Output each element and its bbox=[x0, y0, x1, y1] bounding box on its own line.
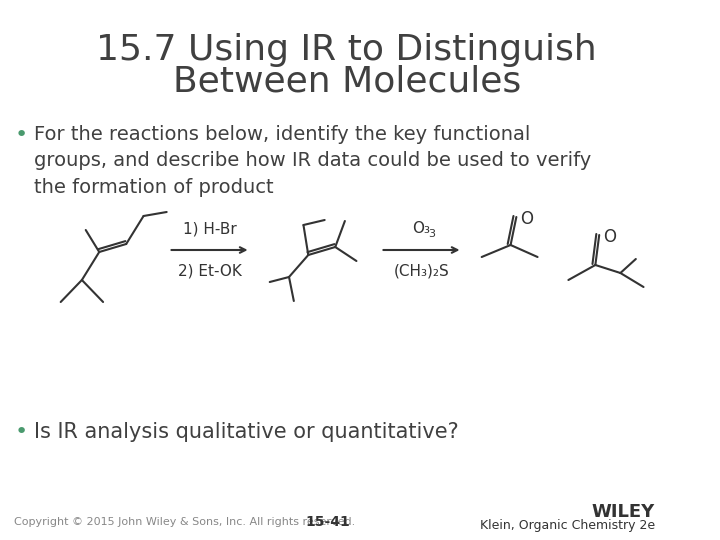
Text: For the reactions below, identify the key functional
groups, and describe how IR: For the reactions below, identify the ke… bbox=[34, 125, 591, 197]
Text: O₃: O₃ bbox=[413, 221, 431, 236]
Text: •: • bbox=[14, 422, 28, 442]
Text: 2) Et-OK: 2) Et-OK bbox=[178, 264, 241, 279]
Text: 1) H-Br: 1) H-Br bbox=[183, 221, 236, 236]
Text: •: • bbox=[14, 125, 28, 145]
Text: 15.7 Using IR to Distinguish: 15.7 Using IR to Distinguish bbox=[96, 33, 597, 67]
Text: O: O bbox=[603, 228, 616, 246]
Text: Between Molecules: Between Molecules bbox=[173, 65, 521, 99]
Text: (CH₃)₂S: (CH₃)₂S bbox=[394, 264, 449, 279]
Text: WILEY: WILEY bbox=[592, 503, 655, 521]
Text: 15-41: 15-41 bbox=[305, 515, 350, 529]
Text: Is IR analysis qualitative or quantitative?: Is IR analysis qualitative or quantitati… bbox=[34, 422, 459, 442]
Text: 3: 3 bbox=[428, 229, 435, 239]
Text: Klein, Organic Chemistry 2e: Klein, Organic Chemistry 2e bbox=[480, 519, 655, 532]
Text: Copyright © 2015 John Wiley & Sons, Inc. All rights reserved.: Copyright © 2015 John Wiley & Sons, Inc.… bbox=[14, 517, 356, 527]
Text: O: O bbox=[521, 210, 534, 228]
